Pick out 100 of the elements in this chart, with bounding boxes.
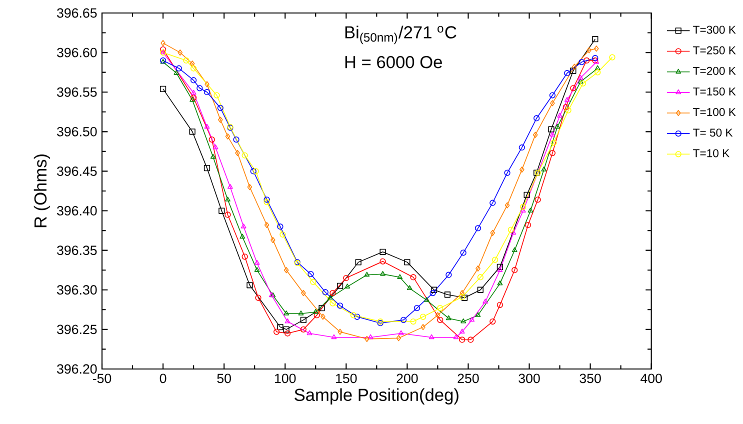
point xyxy=(549,150,556,156)
point xyxy=(492,256,498,263)
point xyxy=(298,310,304,316)
point xyxy=(534,115,540,122)
point xyxy=(330,290,336,296)
point xyxy=(283,326,290,332)
point xyxy=(252,168,259,174)
point xyxy=(176,65,182,72)
point xyxy=(532,132,538,138)
point xyxy=(224,212,231,218)
y-tick-label: 396.25 xyxy=(57,324,97,334)
point xyxy=(318,305,325,312)
point xyxy=(550,140,557,146)
point xyxy=(250,168,256,174)
point xyxy=(410,274,416,280)
point xyxy=(490,230,496,236)
point xyxy=(336,302,344,309)
text: Bi$_{(50nm)}$/271 $^{o}$C xyxy=(345,26,456,44)
point xyxy=(564,70,570,76)
point xyxy=(508,226,514,233)
point xyxy=(453,334,459,340)
point xyxy=(190,60,195,67)
point xyxy=(510,230,516,235)
point xyxy=(178,49,183,56)
point xyxy=(468,336,474,343)
point xyxy=(336,282,344,289)
y-tick-label: 396.55 xyxy=(57,87,97,97)
point xyxy=(477,286,484,293)
point xyxy=(459,328,465,334)
point xyxy=(564,96,570,102)
point xyxy=(520,208,526,213)
x-tick-label: 50 xyxy=(217,374,231,384)
legend-label: T= 50 K xyxy=(693,128,733,137)
point xyxy=(578,74,584,80)
point xyxy=(350,312,357,318)
legend-label: T=250 K xyxy=(693,46,736,54)
point xyxy=(322,289,328,296)
x-tick-label: 150 xyxy=(336,374,357,384)
point xyxy=(328,294,333,300)
point xyxy=(355,259,362,266)
point xyxy=(476,265,480,272)
point xyxy=(242,152,248,158)
point xyxy=(528,208,534,213)
point xyxy=(460,290,465,296)
legend-label: T=300 K xyxy=(693,26,736,34)
point xyxy=(270,236,276,244)
point xyxy=(310,278,316,286)
point xyxy=(550,132,556,137)
point xyxy=(300,326,306,332)
point xyxy=(183,57,190,64)
point xyxy=(380,270,386,276)
point xyxy=(406,285,412,290)
x-tick-label: 300 xyxy=(518,374,540,384)
point xyxy=(306,330,312,336)
point xyxy=(594,69,601,76)
point xyxy=(364,336,370,342)
point xyxy=(314,312,320,318)
point xyxy=(548,126,554,132)
point xyxy=(396,335,402,342)
point xyxy=(301,290,306,296)
point xyxy=(254,260,260,265)
y-tick-label: 396.60 xyxy=(57,48,97,58)
point xyxy=(217,104,224,111)
point xyxy=(264,199,270,206)
point xyxy=(218,208,225,214)
y-tick-label: 396.20 xyxy=(57,364,97,374)
annotation: H = 6000 Oe xyxy=(345,56,442,68)
x-tick-label: 400 xyxy=(640,374,662,384)
point xyxy=(331,334,337,340)
point xyxy=(410,318,416,325)
point xyxy=(277,224,284,230)
point xyxy=(190,90,196,95)
point xyxy=(592,36,598,42)
point xyxy=(240,224,246,228)
point xyxy=(280,231,286,238)
point xyxy=(196,85,203,92)
point xyxy=(420,314,426,320)
point xyxy=(520,166,524,173)
point xyxy=(204,124,210,129)
point xyxy=(354,314,360,320)
point xyxy=(461,294,468,301)
y-tick-label: 396.40 xyxy=(57,206,97,216)
legend-label: T=10 K xyxy=(693,149,730,158)
point xyxy=(264,222,270,228)
point xyxy=(190,65,197,72)
point xyxy=(497,267,503,272)
point xyxy=(225,196,230,202)
point xyxy=(586,47,592,54)
point xyxy=(277,324,284,330)
point xyxy=(208,136,215,143)
point xyxy=(460,318,466,324)
point xyxy=(437,316,444,324)
point xyxy=(565,107,572,114)
point xyxy=(554,124,560,129)
y-tick-label: 396.65 xyxy=(57,8,97,18)
point xyxy=(330,300,336,306)
point xyxy=(312,308,318,314)
point xyxy=(475,312,481,317)
point xyxy=(404,259,410,266)
point xyxy=(242,254,248,260)
